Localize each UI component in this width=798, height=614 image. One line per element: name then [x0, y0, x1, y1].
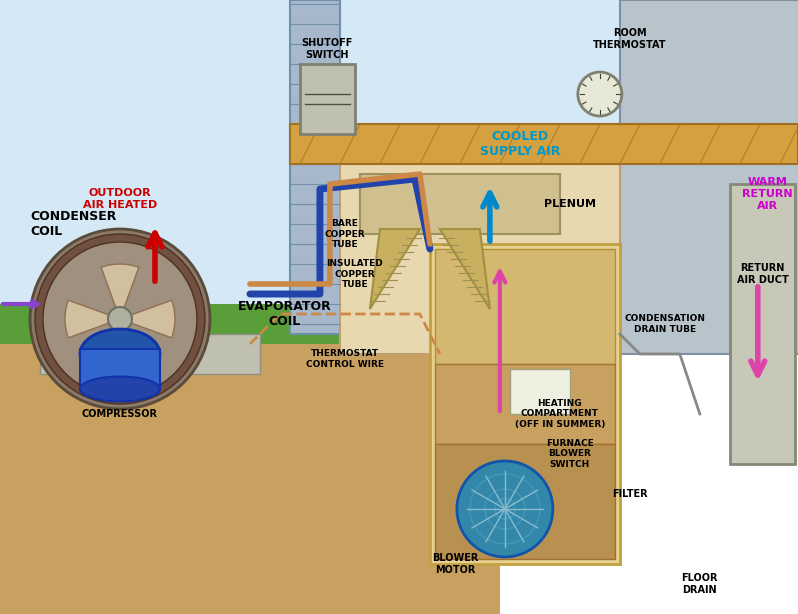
Bar [40, 334, 260, 374]
Text: PLENUM: PLENUM [544, 199, 596, 209]
Text: HEATING
COMPARTMENT
(OFF IN SUMMER): HEATING COMPARTMENT (OFF IN SUMMER) [515, 399, 605, 429]
Circle shape [30, 229, 210, 409]
Text: SHUTOFF
SWITCH: SHUTOFF SWITCH [301, 38, 353, 60]
Bar [430, 244, 620, 564]
Text: INSULATED
COPPER
TUBE: INSULATED COPPER TUBE [326, 259, 383, 289]
Text: EVAPORATOR
COIL: EVAPORATOR COIL [238, 300, 332, 328]
Wedge shape [101, 319, 139, 374]
Bar [435, 249, 614, 364]
Text: ROOM
THERMOSTAT: ROOM THERMOSTAT [593, 28, 666, 50]
Text: COOLED
SUPPLY AIR: COOLED SUPPLY AIR [480, 130, 560, 158]
Ellipse shape [80, 329, 160, 379]
Circle shape [578, 72, 622, 116]
Wedge shape [65, 300, 120, 338]
Text: CONDENSER
COIL: CONDENSER COIL [30, 210, 117, 238]
Bar [340, 164, 620, 354]
Wedge shape [120, 300, 175, 338]
Bar [510, 369, 570, 414]
Bar [0, 0, 798, 314]
Polygon shape [290, 124, 798, 164]
Bar [290, 0, 340, 334]
Text: CONDENSATION
DRAIN TUBE: CONDENSATION DRAIN TUBE [624, 314, 705, 333]
Bar [435, 444, 614, 559]
Polygon shape [440, 229, 490, 309]
Text: BARE
COPPER
TUBE: BARE COPPER TUBE [325, 219, 365, 249]
Bar [80, 349, 160, 389]
Bar [360, 174, 560, 234]
Text: FILTER: FILTER [612, 489, 648, 499]
Text: RETURN
AIR DUCT: RETURN AIR DUCT [737, 263, 788, 285]
Bar [0, 304, 500, 344]
Bar [730, 184, 795, 464]
Text: OUTDOOR
AIR HEATED: OUTDOOR AIR HEATED [83, 188, 157, 210]
Bar [620, 0, 798, 354]
Ellipse shape [80, 376, 160, 402]
Text: WARM
RETURN
AIR: WARM RETURN AIR [742, 177, 793, 211]
Circle shape [457, 461, 553, 557]
Text: BLOWER
MOTOR: BLOWER MOTOR [432, 553, 478, 575]
Circle shape [40, 239, 200, 399]
Text: FLOOR
DRAIN: FLOOR DRAIN [681, 573, 718, 595]
Polygon shape [370, 229, 420, 309]
Text: COMPRESSOR: COMPRESSOR [82, 409, 158, 419]
Wedge shape [101, 264, 139, 319]
Text: THERMOSTAT
CONTROL WIRE: THERMOSTAT CONTROL WIRE [306, 349, 384, 368]
Circle shape [108, 307, 132, 331]
Bar [0, 314, 500, 614]
Text: FURNACE
BLOWER
SWITCH: FURNACE BLOWER SWITCH [546, 439, 594, 469]
Bar [300, 64, 355, 134]
Bar [435, 364, 614, 444]
